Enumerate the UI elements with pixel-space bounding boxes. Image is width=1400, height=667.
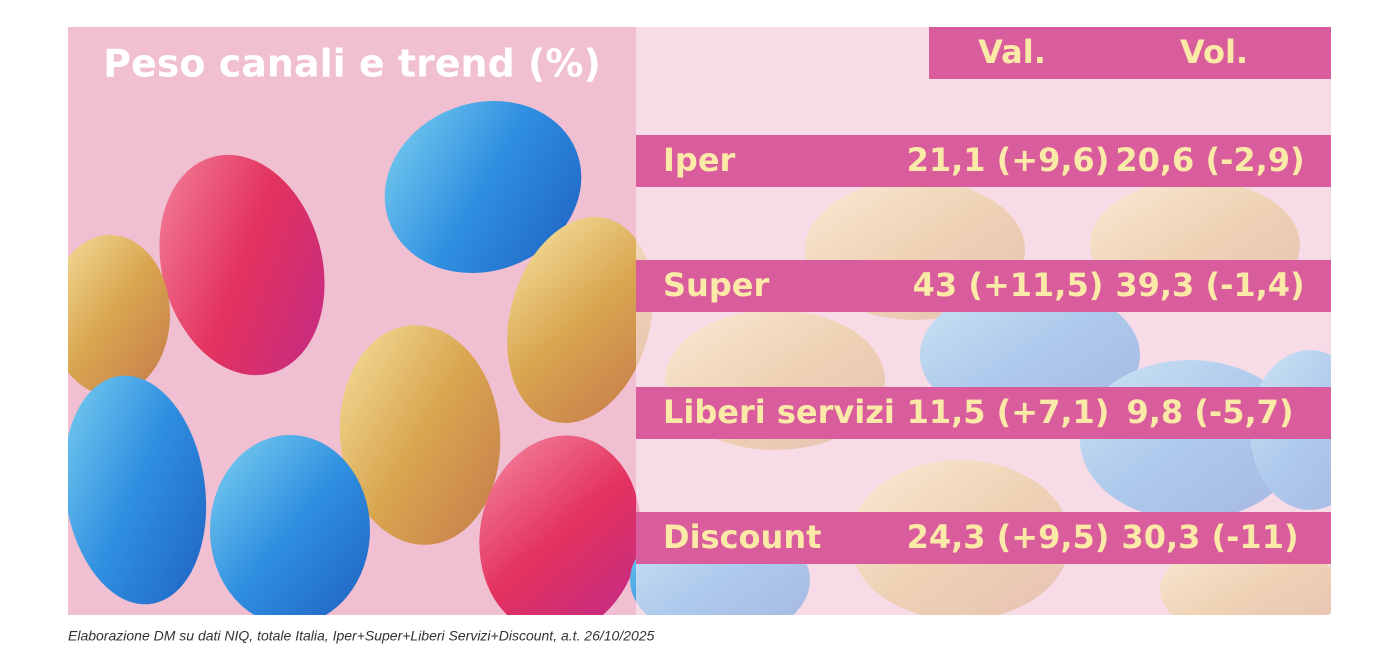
cell-value: 43 (+11,5) bbox=[913, 266, 1104, 304]
footnote: Elaborazione DM su dati NIQ, totale Ital… bbox=[68, 628, 655, 644]
header-bar bbox=[929, 27, 1331, 79]
row-bar bbox=[636, 387, 1331, 439]
column-header: Vol. bbox=[1180, 33, 1248, 71]
row-bar bbox=[636, 512, 1331, 564]
cell-value: 20,6 (-2,9) bbox=[1115, 141, 1304, 179]
row-label: Super bbox=[663, 266, 769, 304]
row-bar bbox=[636, 135, 1331, 187]
row-label: Iper bbox=[663, 141, 736, 179]
cell-value: 39,3 (-1,4) bbox=[1115, 266, 1304, 304]
title: Peso canali e trend (%) bbox=[103, 42, 601, 86]
column-header: Val. bbox=[978, 33, 1046, 71]
cell-value: 21,1 (+9,6) bbox=[907, 141, 1110, 179]
cell-value: 11,5 (+7,1) bbox=[907, 393, 1110, 431]
row-label: Liberi servizi bbox=[663, 393, 895, 431]
row-label: Discount bbox=[663, 518, 821, 556]
cell-value: 30,3 (-11) bbox=[1121, 518, 1298, 556]
row-bar bbox=[636, 260, 1331, 312]
cell-value: 9,8 (-5,7) bbox=[1126, 393, 1293, 431]
cell-value: 24,3 (+9,5) bbox=[907, 518, 1110, 556]
